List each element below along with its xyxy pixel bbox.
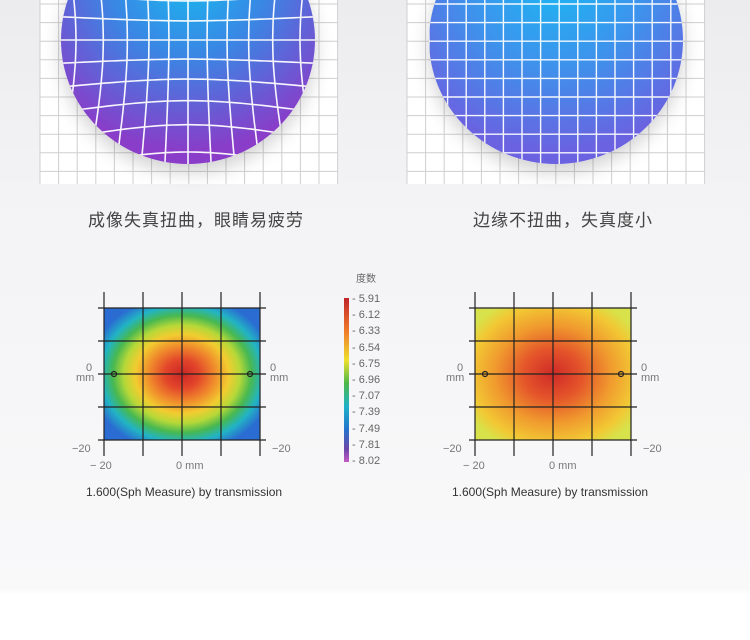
color-scale-label: - 7.49	[352, 422, 381, 435]
right-map-caption: 1.600(Sph Measure) by transmission	[452, 485, 649, 499]
x-axis-minus20: − 20	[90, 460, 112, 472]
right-axis-zero: 0	[270, 362, 277, 374]
warped-grid-line	[61, 58, 315, 69]
right-axis-minus20: −20	[272, 443, 291, 455]
color-scale-label: - 6.75	[352, 357, 381, 370]
color-scale-title: 度数	[356, 274, 376, 285]
x-axis-minus20: − 20	[463, 460, 485, 472]
reference-point	[617, 370, 625, 378]
warped-grid-line	[226, 0, 250, 164]
lens-illustrations	[0, 0, 706, 200]
left-lens-caption: 成像失真扭曲，眼睛易疲劳	[88, 211, 304, 231]
right-axis-mm: mm	[270, 372, 289, 384]
left-axis-minus20: −20	[72, 443, 91, 455]
color-scale-label: - 6.33	[352, 325, 381, 338]
warped-grid-line	[61, 0, 315, 2]
left-axis-zero: 0	[457, 362, 464, 374]
warped-grid-line	[61, 123, 315, 160]
color-scale-bar	[344, 298, 349, 462]
warped-grid-line	[61, 11, 315, 22]
warped-grid-line	[157, 0, 170, 164]
left-axis-minus20: −20	[443, 443, 462, 455]
color-scale-label: - 7.07	[352, 390, 381, 403]
color-scale-label: - 5.91	[352, 293, 381, 305]
power-maps	[98, 292, 637, 462]
right-axis-zero: 0	[641, 362, 648, 374]
color-scale-label: - 8.02	[352, 455, 381, 467]
warped-grid-line	[0, 0, 45, 200]
warped-grid-line	[206, 0, 219, 164]
warped-grid-line	[0, 183, 444, 200]
reference-point	[110, 370, 118, 378]
color-scale-label: - 7.81	[352, 438, 381, 451]
x-axis-zero-mm: 0 mm	[176, 460, 204, 472]
reference-point	[246, 370, 254, 378]
x-axis-zero-mm: 0 mm	[549, 460, 577, 472]
warped-grid-line	[61, 151, 315, 164]
reference-point	[481, 370, 489, 378]
color-scale-label: - 6.12	[352, 309, 381, 322]
left-axis-mm: mm	[76, 372, 95, 384]
left-map-caption: 1.600(Sph Measure) by transmission	[86, 485, 283, 499]
color-scale-label: - 6.54	[352, 341, 381, 354]
warped-grid-line	[331, 0, 396, 200]
warped-grid-line	[126, 0, 150, 164]
right-axis-minus20: −20	[643, 443, 662, 455]
heatmap-left-grid	[98, 292, 266, 456]
color-scale-label: - 7.39	[352, 406, 381, 419]
warped-grid-line	[0, 0, 8, 200]
left-axis-mm: mm	[446, 372, 465, 384]
color-scale-label: - 6.96	[352, 374, 381, 386]
left-axis-zero: 0	[86, 362, 93, 374]
heatmap-right-grid	[469, 292, 637, 456]
right-axis-mm: mm	[641, 372, 660, 384]
right-lens-caption: 边缘不扭曲，失真度小	[473, 211, 653, 231]
